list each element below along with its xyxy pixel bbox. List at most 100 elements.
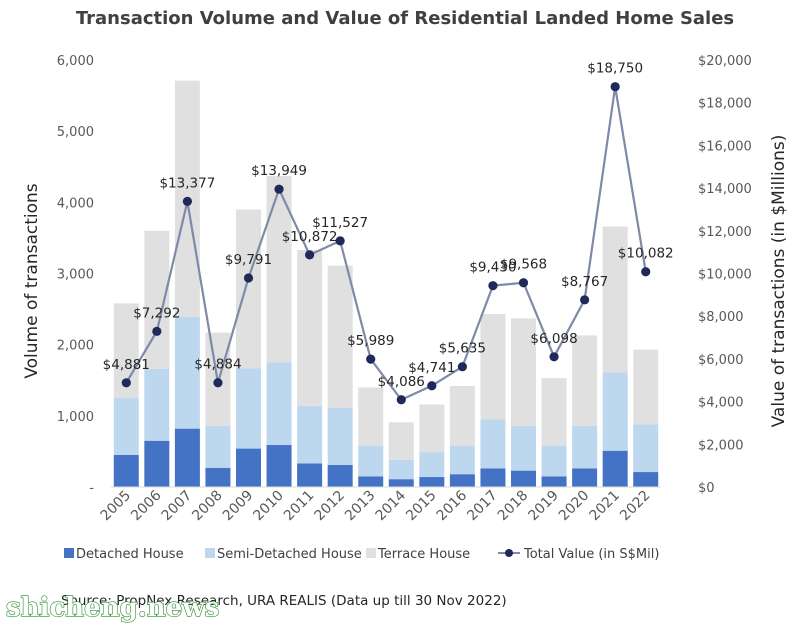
x-tick-label: 2016 [434, 487, 471, 524]
legend: Detached House Semi-Detached House Terrace… [64, 547, 659, 562]
y-tick-right: $18,000 [698, 97, 752, 112]
bar-detached-house2015 [419, 477, 445, 487]
bar-terrace-house2022 [633, 349, 659, 425]
x-tick-label: 2011 [281, 488, 318, 525]
bar-terrace-house2014 [388, 422, 414, 460]
x-tick-label: 2018 [495, 488, 532, 525]
legend-label: Total Value (in S$Mil) [523, 547, 659, 562]
y-tick-left: - [89, 481, 94, 496]
chart-title: Transaction Volume and Value of Resident… [76, 8, 734, 29]
x-tick-label: 2017 [464, 488, 501, 525]
bar-semi-detached-house2018 [511, 425, 536, 471]
bar-semi-detached-house2017 [480, 419, 506, 469]
y-tick-right: $2,000 [698, 438, 744, 453]
bar-detached-house2020 [572, 468, 598, 487]
x-tick-label: 2022 [617, 488, 654, 525]
total-value-marker [488, 281, 498, 291]
bar-terrace-house2012 [327, 265, 353, 409]
total-value-marker [213, 378, 223, 388]
total-value-marker [121, 378, 131, 388]
y-tick-right: $20,000 [698, 54, 752, 69]
total-value-label: $11,527 [312, 215, 368, 231]
bar-detached-house2006 [144, 440, 170, 487]
total-value-label: $13,377 [159, 175, 215, 191]
bar-semi-detached-house2015 [419, 452, 445, 478]
legend-label: Terrace House [377, 547, 470, 562]
bar-semi-detached-house2011 [297, 405, 323, 464]
bar-detached-house2005 [113, 454, 139, 487]
bar-detached-house2021 [602, 450, 628, 487]
bar-detached-house2010 [266, 445, 292, 487]
source-note: Source: PropNex Research, URA REALIS (Da… [61, 593, 507, 609]
legend-label: Semi-Detached House [217, 547, 362, 562]
bar-semi-detached-house2008 [205, 425, 231, 468]
bar-detached-house2017 [480, 468, 506, 487]
y-tick-left: 2,000 [57, 339, 94, 354]
bar-semi-detached-house2014 [388, 459, 414, 480]
total-value-label: $4,881 [103, 357, 150, 373]
bar-terrace-house2013 [358, 387, 384, 446]
total-value-label: $4,884 [194, 357, 241, 373]
total-value-label: $13,949 [251, 163, 307, 179]
bar-detached-house2016 [449, 474, 475, 487]
total-value-label: $5,989 [347, 333, 394, 349]
total-value-marker [549, 352, 559, 362]
bar-semi-detached-house2013 [358, 445, 384, 477]
bar-detached-house2007 [174, 428, 200, 487]
y-tick-right: $10,000 [698, 268, 752, 283]
bar-terrace-house2009 [236, 209, 261, 369]
x-tick-label: 2010 [250, 488, 287, 525]
x-tick-label: 2013 [342, 488, 379, 525]
bar-semi-detached-house2021 [602, 372, 628, 451]
legend-label: Detached House [76, 547, 184, 562]
line-layer [121, 82, 651, 405]
bar-terrace-house2019 [541, 378, 567, 446]
total-value-label: $8,767 [561, 274, 608, 290]
x-tick-label: 2015 [403, 488, 440, 525]
bar-detached-house2014 [388, 479, 414, 487]
bar-detached-house2022 [633, 472, 659, 487]
total-value-marker [518, 278, 529, 288]
total-value-marker [152, 326, 162, 336]
total-value-marker [610, 82, 620, 92]
x-tick-label: 2007 [159, 488, 196, 525]
total-value-marker [366, 354, 376, 364]
total-value-line [125, 85, 647, 401]
x-tick-label: 2019 [525, 488, 562, 525]
bar-terrace-house2010 [266, 176, 292, 363]
total-value-marker [641, 267, 651, 277]
total-value-label: $10,082 [618, 246, 674, 262]
bar-terrace-house2011 [297, 250, 323, 406]
bar-detached-house2008 [205, 467, 231, 487]
y-tick-left: 4,000 [57, 196, 94, 211]
legend-swatch [205, 548, 215, 558]
y-tick-left: 1,000 [57, 410, 94, 425]
bar-semi-detached-house2019 [541, 445, 567, 477]
y-tick-left: 5,000 [57, 125, 94, 140]
x-tick-label: 2009 [220, 488, 257, 525]
total-value-marker [427, 381, 437, 391]
bar-semi-detached-house2016 [449, 445, 475, 475]
legend-swatch [64, 548, 74, 558]
total-value-label: $9,430 [469, 260, 516, 276]
total-value-marker [243, 273, 254, 283]
y-tick-left: 3,000 [57, 268, 94, 283]
y-tick-right: $14,000 [698, 182, 752, 197]
bar-terrace-house2021 [602, 226, 628, 373]
total-value-label: $18,750 [587, 61, 643, 77]
bar-detached-house2018 [511, 470, 536, 487]
x-tick-label: 2012 [311, 488, 348, 525]
y-axis-title-left: Volume of transactions [22, 183, 42, 378]
y-tick-left: 6,000 [57, 54, 94, 69]
x-tick-label: 2005 [98, 488, 135, 525]
bar-semi-detached-house2012 [327, 408, 353, 465]
total-value-marker [305, 250, 315, 260]
total-value-label: $4,086 [378, 374, 425, 390]
bar-detached-house2012 [327, 464, 353, 487]
x-tick-label: 2014 [373, 487, 410, 524]
legend-swatch [366, 548, 376, 558]
total-value-marker [457, 362, 467, 372]
y-tick-right: $4,000 [698, 396, 744, 411]
bars-layer [113, 80, 659, 487]
